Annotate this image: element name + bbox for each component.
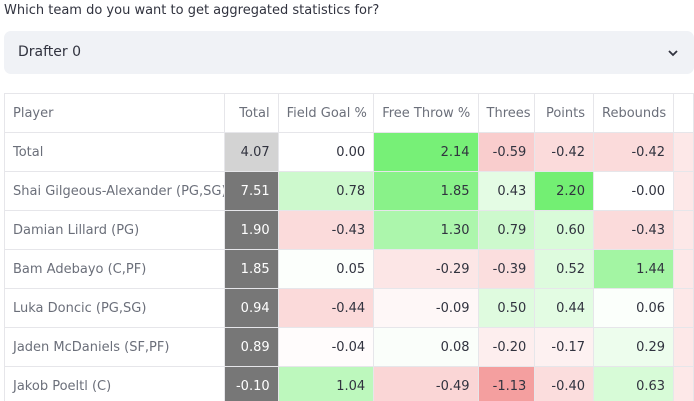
player-cell: Damian Lillard (PG) xyxy=(5,211,225,250)
column-header: Threes xyxy=(478,94,536,133)
stat-cell: -0.42 xyxy=(594,133,675,172)
stat-cell: 0.05 xyxy=(278,250,375,289)
player-cell: Shai Gilgeous-Alexander (PG,SG) xyxy=(5,172,225,211)
stat-cell: -0.39 xyxy=(478,250,536,289)
table-row: Total 4.07 0.00 2.14 -0.59 -0.42 -0.42 xyxy=(5,133,694,172)
stat-cell: -0.00 xyxy=(594,172,675,211)
column-header: Points xyxy=(535,94,595,133)
stat-cell: 1.85 xyxy=(224,250,279,289)
stat-cell: -0.59 xyxy=(478,133,536,172)
stat-cell: 1.44 xyxy=(594,250,675,289)
stat-cell: -0.44 xyxy=(278,289,375,328)
stat-cell: 0.63 xyxy=(594,367,675,401)
table-row: Luka Doncic (PG,SG) 0.94 -0.44 -0.09 0.50 0.4… xyxy=(5,289,694,328)
stat-cell: -0.20 xyxy=(478,328,536,367)
cell-overflow xyxy=(674,289,694,328)
cell-overflow xyxy=(674,367,694,401)
stat-cell: 7.51 xyxy=(224,172,279,211)
stat-cell: 0.43 xyxy=(478,172,536,211)
cell-overflow xyxy=(674,172,694,211)
player-cell: Total xyxy=(5,133,225,172)
stat-cell: 1.90 xyxy=(224,211,279,250)
player-cell: Luka Doncic (PG,SG) xyxy=(5,289,225,328)
stat-cell: 0.50 xyxy=(478,289,536,328)
stat-cell: -0.09 xyxy=(374,289,479,328)
stat-cell: -0.10 xyxy=(224,367,279,401)
cell-overflow xyxy=(674,211,694,250)
header-row: Player Total Field Goal % Free Throw % Three… xyxy=(5,94,694,133)
table-row: Shai Gilgeous-Alexander (PG,SG) 7.51 0.78 1… xyxy=(5,172,694,211)
cell-overflow xyxy=(674,250,694,289)
stat-cell: 0.89 xyxy=(224,328,279,367)
table-row: Damian Lillard (PG) 1.90 -0.43 1.30 0.79 0.60… xyxy=(5,211,694,250)
stat-cell: 0.08 xyxy=(374,328,479,367)
player-cell: Bam Adebayo (C,PF) xyxy=(5,250,225,289)
stat-cell: -0.29 xyxy=(374,250,479,289)
stat-cell: -0.04 xyxy=(278,328,375,367)
stat-cell: 1.04 xyxy=(278,367,375,401)
stat-cell: 4.07 xyxy=(224,133,279,172)
prompt: Which team do you want to get aggregated… xyxy=(4,3,380,18)
stat-cell: 0.79 xyxy=(478,211,536,250)
stats-table: Player Total Field Goal % Free Throw % Three… xyxy=(4,93,694,401)
stat-cell: 0.94 xyxy=(224,289,279,328)
column-header: Rebounds xyxy=(594,94,675,133)
player-cell: Jakob Poeltl (C) xyxy=(5,367,225,401)
stat-cell: -0.40 xyxy=(535,367,595,401)
table-row: Jakob Poeltl (C) -0.10 1.04 -0.49 -1.13 -0.40… xyxy=(5,367,694,401)
table-row: Bam Adebayo (C,PF) 1.85 0.05 -0.29 -0.39 0.52… xyxy=(5,250,694,289)
team-select[interactable]: Drafter 0 xyxy=(4,31,694,74)
column-header xyxy=(674,94,694,133)
stat-cell: 1.30 xyxy=(374,211,479,250)
column-header: Player xyxy=(5,94,225,133)
stat-cell: -0.43 xyxy=(594,211,675,250)
stat-cell: 0.44 xyxy=(535,289,595,328)
select-value: Drafter 0 xyxy=(18,44,82,60)
column-header: Total xyxy=(224,94,279,133)
stat-cell: 0.52 xyxy=(535,250,595,289)
stat-cell: 2.20 xyxy=(535,172,595,211)
stat-cell: -0.49 xyxy=(374,367,479,401)
stat-cell: 0.00 xyxy=(278,133,375,172)
stat-cell: -0.42 xyxy=(535,133,595,172)
stat-cell: -0.17 xyxy=(535,328,595,367)
stat-cell: -0.43 xyxy=(278,211,375,250)
stat-cell: 0.29 xyxy=(594,328,675,367)
player-cell: Jaden McDaniels (SF,PF) xyxy=(5,328,225,367)
column-header: Field Goal % xyxy=(278,94,375,133)
table-row: Jaden McDaniels (SF,PF) 0.89 -0.04 0.08 -0.2… xyxy=(5,328,694,367)
column-header: Free Throw % xyxy=(374,94,479,133)
stat-cell: 2.14 xyxy=(374,133,479,172)
cell-overflow xyxy=(674,133,694,172)
stat-cell: 1.85 xyxy=(374,172,479,211)
chevron xyxy=(668,50,678,57)
stat-cell: 0.78 xyxy=(278,172,375,211)
stat-cell: -1.13 xyxy=(478,367,536,401)
stat-cell: 0.60 xyxy=(535,211,595,250)
stat-cell: 0.06 xyxy=(594,289,675,328)
cell-overflow xyxy=(674,328,694,367)
